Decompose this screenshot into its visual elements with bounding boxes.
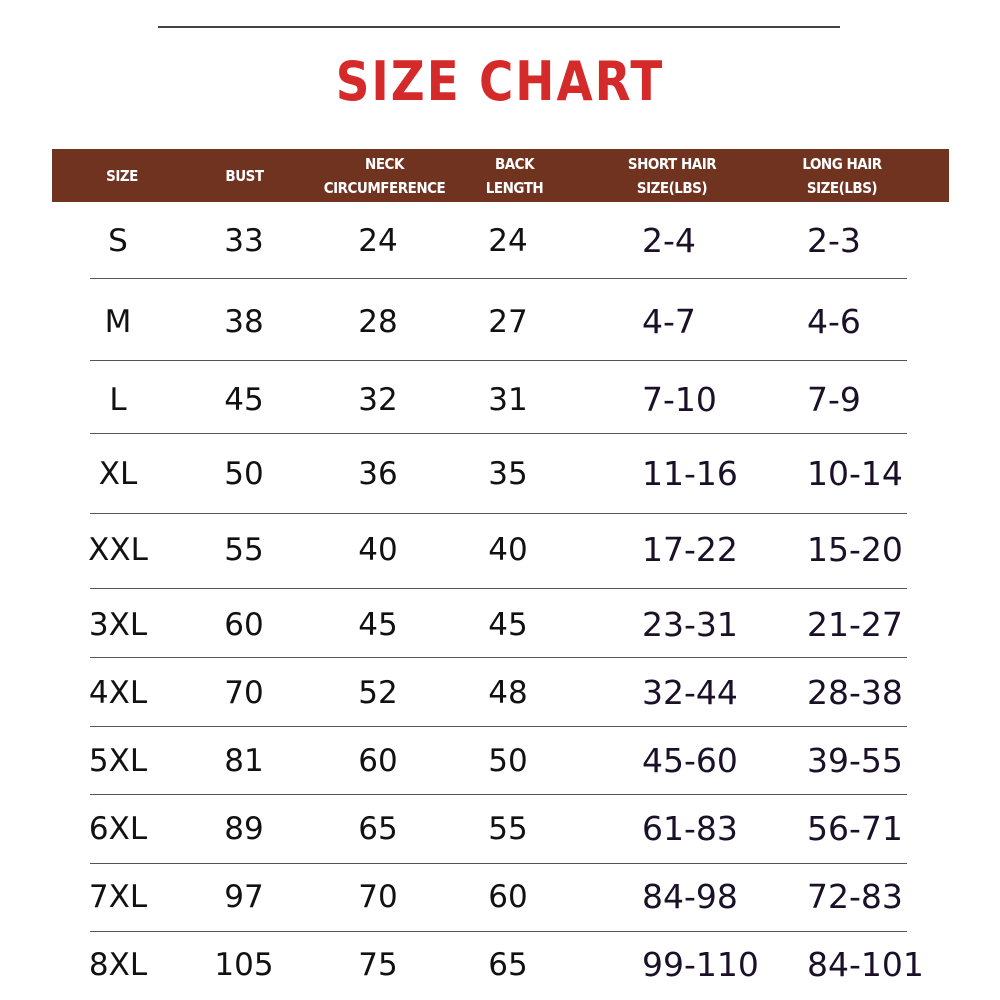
- table-row: 3XL 60 45 45 23-31 21-27: [0, 605, 1000, 645]
- table-cell: S: [108, 223, 128, 259]
- row-divider: [90, 863, 907, 864]
- table-row: L 45 32 31 7-10 7-9: [0, 380, 1000, 420]
- table-cell: 56-71: [807, 809, 903, 848]
- row-divider: [90, 794, 907, 795]
- table-cell: 99-110: [642, 945, 759, 984]
- column-header: NECK CIRCUMFERENCE: [323, 154, 446, 197]
- table-cell: 50: [488, 743, 528, 779]
- table-cell: 2-4: [642, 221, 696, 260]
- top-rule: [158, 26, 840, 28]
- table-cell: 60: [224, 607, 264, 643]
- table-cell: M: [104, 304, 132, 340]
- column-header: BUST: [225, 166, 264, 185]
- table-cell: 6XL: [88, 811, 148, 847]
- table-cell: 45: [488, 607, 528, 643]
- table-cell: XXL: [88, 532, 148, 568]
- table-cell: 4-6: [807, 302, 861, 341]
- table-cell: 38: [224, 304, 264, 340]
- table-cell: 84-98: [642, 877, 738, 916]
- table-cell: 23-31: [642, 605, 738, 644]
- table-cell: 72-83: [807, 877, 903, 916]
- table-row: 7XL 97 70 60 84-98 72-83: [0, 877, 1000, 917]
- table-cell: 40: [358, 532, 398, 568]
- table-cell: 60: [488, 879, 528, 915]
- table-row: 6XL 89 65 55 61-83 56-71: [0, 809, 1000, 849]
- table-cell: 8XL: [88, 947, 148, 983]
- table-cell: 7-10: [642, 380, 717, 419]
- table-row: 8XL 105 75 65 99-110 84-101: [0, 945, 1000, 985]
- table-cell: 32-44: [642, 673, 738, 712]
- table-cell: 61-83: [642, 809, 738, 848]
- table-cell: 60: [358, 743, 398, 779]
- table-cell: 39-55: [807, 741, 903, 780]
- table-cell: 70: [224, 675, 264, 711]
- table-cell: 48: [488, 675, 528, 711]
- row-divider: [90, 657, 907, 658]
- table-row: XXL 55 40 40 17-22 15-20: [0, 530, 1000, 570]
- table-row: 4XL 70 52 48 32-44 28-38: [0, 673, 1000, 713]
- table-cell: 32: [358, 382, 398, 418]
- table-cell: 24: [488, 223, 528, 259]
- table-row: S 33 24 24 2-4 2-3: [0, 221, 1000, 261]
- column-header: BACK LENGTH: [485, 154, 544, 197]
- page-title: SIZE CHART: [335, 50, 665, 114]
- column-header: LONG HAIR SIZE(LBS): [802, 154, 882, 197]
- table-cell: 97: [224, 879, 264, 915]
- table-cell: 81: [224, 743, 264, 779]
- table-cell: 33: [224, 223, 264, 259]
- table-cell: 4XL: [88, 675, 148, 711]
- row-divider: [90, 931, 907, 932]
- table-cell: 24: [358, 223, 398, 259]
- table-cell: 5XL: [88, 743, 148, 779]
- row-divider: [90, 513, 907, 514]
- table-cell: 7XL: [88, 879, 148, 915]
- table-cell: 55: [224, 532, 264, 568]
- table-cell: 45-60: [642, 741, 738, 780]
- table-cell: 27: [488, 304, 528, 340]
- table-cell: 10-14: [807, 454, 903, 493]
- row-divider: [90, 588, 907, 589]
- table-cell: L: [109, 382, 127, 418]
- table-cell: 4-7: [642, 302, 696, 341]
- table-cell: 31: [488, 382, 528, 418]
- table-cell: 36: [358, 456, 398, 492]
- table-row: XL 50 36 35 11-16 10-14: [0, 454, 1000, 494]
- table-cell: 75: [358, 947, 398, 983]
- table-cell: 28: [358, 304, 398, 340]
- column-header: SIZE: [106, 166, 138, 185]
- table-cell: 40: [488, 532, 528, 568]
- table-cell: 65: [488, 947, 528, 983]
- table-header: SIZE BUST NECK CIRCUMFERENCE BACK LENGTH SHO…: [52, 149, 949, 202]
- table-cell: 35: [488, 456, 528, 492]
- table-cell: 21-27: [807, 605, 903, 644]
- table-cell: 15-20: [807, 530, 903, 569]
- row-divider: [90, 433, 907, 434]
- table-cell: 65: [358, 811, 398, 847]
- row-divider: [90, 726, 907, 727]
- table-cell: 45: [224, 382, 264, 418]
- table-cell: 7-9: [807, 380, 861, 419]
- table-cell: 55: [488, 811, 528, 847]
- table-cell: 89: [224, 811, 264, 847]
- table-row: M 38 28 27 4-7 4-6: [0, 302, 1000, 342]
- table-cell: 28-38: [807, 673, 903, 712]
- table-cell: XL: [98, 456, 138, 492]
- row-divider: [90, 360, 907, 361]
- column-header: SHORT HAIR SIZE(LBS): [627, 154, 717, 197]
- table-cell: 11-16: [642, 454, 738, 493]
- table-cell: 45: [358, 607, 398, 643]
- table-cell: 70: [358, 879, 398, 915]
- table-cell: 50: [224, 456, 264, 492]
- table-cell: 2-3: [807, 221, 861, 260]
- table-cell: 52: [358, 675, 398, 711]
- table-cell: 84-101: [807, 945, 924, 984]
- table-cell: 3XL: [88, 607, 148, 643]
- table-cell: 17-22: [642, 530, 738, 569]
- row-divider: [90, 278, 907, 279]
- table-row: 5XL 81 60 50 45-60 39-55: [0, 741, 1000, 781]
- table-cell: 105: [214, 947, 274, 983]
